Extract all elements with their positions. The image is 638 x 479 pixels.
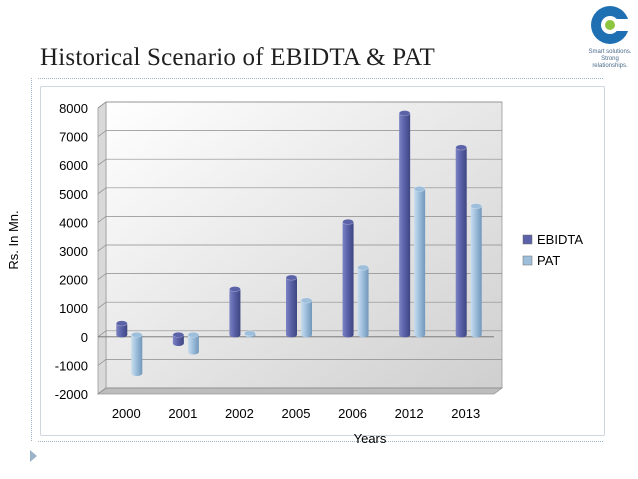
y-tick-label: 7000 [59, 130, 88, 145]
x-tick-label: 2002 [225, 406, 254, 421]
bar-pat-2005 [300, 297, 313, 338]
gridline [97, 301, 502, 309]
bar-bottom-cap [301, 332, 312, 338]
gridline [97, 187, 502, 195]
bar-pat-2000 [130, 331, 143, 377]
bar-bottom-cap [116, 332, 128, 338]
gridline [97, 130, 502, 137]
legend-label-pat: PAT [537, 253, 560, 268]
bar-top-cap [130, 331, 143, 338]
x-tick-label: 2012 [395, 406, 424, 421]
y-axis-title: Rs. In Mn. [6, 210, 21, 269]
bar-body [229, 289, 241, 335]
y-tick-label: 1000 [59, 301, 88, 316]
bar-pat-2002 [244, 330, 256, 338]
bar-ebidta-2002 [229, 286, 241, 338]
bar-top-cap [229, 286, 241, 292]
bar-top-cap [470, 203, 483, 209]
bar-body [172, 334, 184, 344]
bullet-marker [30, 450, 37, 462]
bar-pat-2006 [357, 264, 369, 338]
bar-bottom-cap [357, 332, 369, 338]
x-axis-title: Years [354, 431, 387, 446]
bar-top-cap [398, 110, 411, 117]
y-tick-label: 3000 [59, 244, 88, 259]
bar-top-cap [300, 297, 313, 304]
bar-body [342, 221, 354, 335]
y-tick-label: 8000 [59, 101, 88, 116]
gridline [97, 244, 502, 252]
bar-top-cap [455, 144, 468, 151]
bottom-divider [38, 441, 603, 442]
title-divider [38, 78, 603, 79]
gridline [97, 273, 502, 280]
bar-bottom-cap [455, 332, 467, 338]
bar-body [470, 206, 482, 335]
y-tick-label: -1000 [55, 358, 88, 373]
bar-top-cap [413, 186, 426, 192]
bar-top-cap [244, 330, 256, 337]
x-tick-label: 2005 [282, 406, 311, 421]
bar-ebidta-2005 [285, 274, 298, 338]
bar-top-cap [187, 331, 200, 338]
bar-body [414, 188, 426, 335]
bar-body [131, 334, 143, 374]
chart-frame [40, 86, 605, 436]
bar-bottom-cap [399, 332, 411, 338]
bar-body [357, 267, 369, 335]
bar-top-cap [285, 274, 298, 281]
y-tick-label: 6000 [59, 158, 88, 173]
bar-body [286, 277, 297, 335]
bar-pat-2001 [187, 331, 200, 355]
gridline [97, 387, 502, 395]
y-tick-label: -2000 [55, 387, 88, 402]
page-title: Historical Scenario of EBIDTA & PAT [40, 44, 436, 71]
cg-logo-icon [591, 6, 630, 44]
bar-top-cap [172, 331, 185, 338]
x-tick-label: 2001 [168, 406, 197, 421]
bar-body [301, 300, 312, 335]
gridline [97, 101, 502, 109]
left-divider [31, 78, 32, 441]
x-tick-label: 2013 [451, 406, 480, 421]
bar-body [116, 323, 128, 335]
bar-body [455, 147, 467, 335]
bar-bottom-cap [286, 332, 297, 338]
legend-swatch-pat [522, 255, 533, 266]
legend-label-ebidta: EBIDTA [537, 232, 583, 247]
gridline [97, 330, 502, 338]
legend-swatch-ebidta [522, 234, 533, 245]
bar-ebidta-2006 [342, 218, 354, 338]
gridline [97, 216, 502, 223]
bar-top-cap [115, 320, 128, 327]
bar-bottom-cap [229, 332, 241, 338]
y-tick-label: 4000 [59, 215, 88, 230]
bar-ebidta-2012 [398, 110, 411, 338]
bar-bottom-cap [414, 332, 426, 338]
gridline [97, 359, 502, 366]
chart-floor [96, 387, 504, 395]
y-tick-label: 5000 [59, 187, 88, 202]
bar-top-cap [342, 218, 354, 225]
y-tick-label: 0 [81, 330, 88, 345]
x-tick-label: 2006 [338, 406, 367, 421]
y-tick-label: 2000 [59, 273, 88, 288]
bar-bottom-cap [342, 332, 354, 338]
bar-bottom-cap [470, 332, 482, 338]
bar-bottom-cap [187, 349, 199, 355]
gridline [97, 158, 502, 166]
bar-ebidta-2013 [455, 144, 468, 338]
x-tick-label: 2000 [112, 406, 141, 421]
logo-tagline: Smart solutions. Strong relationships. [588, 49, 632, 69]
bar-body [187, 334, 199, 352]
bar-top-cap [357, 264, 369, 271]
bar-ebidta-2001 [172, 331, 185, 346]
bar-bottom-cap [131, 370, 143, 377]
bar-body [399, 113, 411, 335]
bar-bottom-cap [172, 340, 184, 346]
bar-pat-2013 [470, 203, 483, 338]
bar-ebidta-2000 [115, 320, 128, 338]
bar-pat-2012 [413, 186, 426, 338]
